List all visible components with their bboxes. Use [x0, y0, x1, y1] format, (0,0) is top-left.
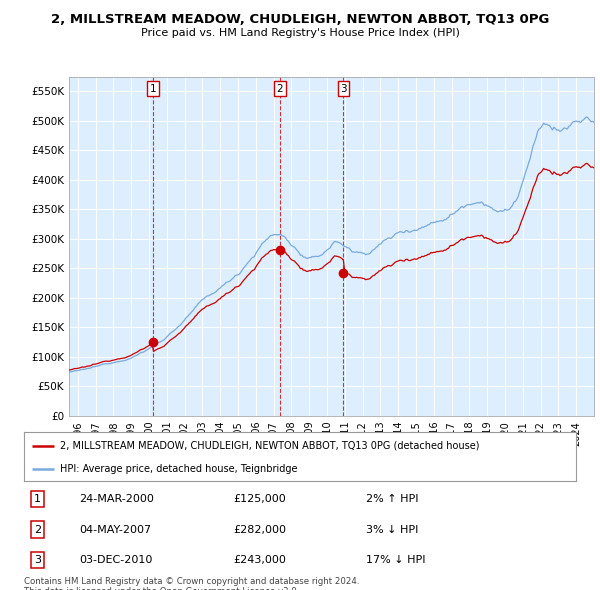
Text: 2% ↑ HPI: 2% ↑ HPI: [366, 494, 419, 504]
Text: Price paid vs. HM Land Registry's House Price Index (HPI): Price paid vs. HM Land Registry's House …: [140, 28, 460, 38]
Text: 3: 3: [340, 84, 347, 94]
Text: 2, MILLSTREAM MEADOW, CHUDLEIGH, NEWTON ABBOT, TQ13 0PG (detached house): 2, MILLSTREAM MEADOW, CHUDLEIGH, NEWTON …: [60, 441, 479, 451]
Text: £125,000: £125,000: [234, 494, 287, 504]
Text: 3% ↓ HPI: 3% ↓ HPI: [366, 525, 419, 535]
Text: HPI: Average price, detached house, Teignbridge: HPI: Average price, detached house, Teig…: [60, 464, 298, 474]
Text: 2: 2: [277, 84, 283, 94]
Text: 2: 2: [34, 525, 41, 535]
Text: 04-MAY-2007: 04-MAY-2007: [79, 525, 151, 535]
Text: 24-MAR-2000: 24-MAR-2000: [79, 494, 154, 504]
Text: 17% ↓ HPI: 17% ↓ HPI: [366, 555, 426, 565]
Text: Contains HM Land Registry data © Crown copyright and database right 2024.
This d: Contains HM Land Registry data © Crown c…: [24, 577, 359, 590]
Text: 2, MILLSTREAM MEADOW, CHUDLEIGH, NEWTON ABBOT, TQ13 0PG: 2, MILLSTREAM MEADOW, CHUDLEIGH, NEWTON …: [51, 13, 549, 26]
Text: 3: 3: [34, 555, 41, 565]
Text: 1: 1: [34, 494, 41, 504]
Text: 1: 1: [150, 84, 157, 94]
Text: £243,000: £243,000: [234, 555, 287, 565]
Text: 03-DEC-2010: 03-DEC-2010: [79, 555, 152, 565]
Text: £282,000: £282,000: [234, 525, 287, 535]
